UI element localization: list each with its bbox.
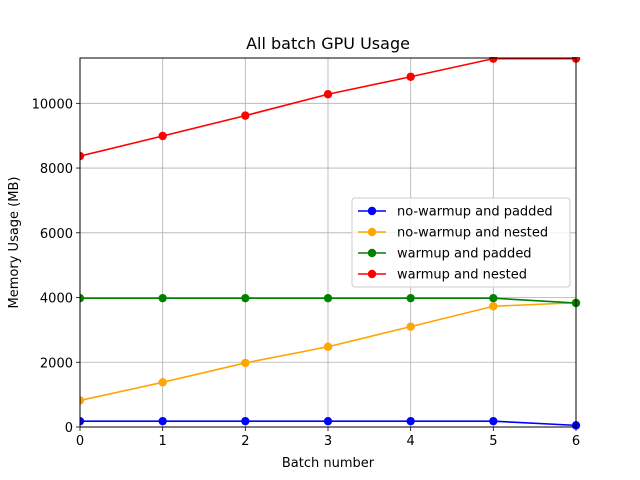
legend-label: no-warmup and padded: [397, 205, 553, 220]
data-point: [406, 72, 415, 81]
series-no-warmup-and-padded: [80, 416, 581, 430]
data-point: [406, 322, 415, 331]
data-point: [80, 396, 85, 405]
y-tick-label: 8000: [40, 162, 73, 177]
data-point: [323, 416, 333, 426]
data-point: [489, 57, 498, 63]
y-tick-label: 0: [65, 421, 73, 436]
data-point: [489, 416, 498, 426]
y-axis-label: Memory Usage (MB): [7, 177, 22, 309]
chart-title: All batch GPU Usage: [246, 34, 410, 53]
series-layer: [80, 57, 581, 430]
legend-label: warmup and nested: [397, 268, 527, 283]
data-point: [323, 342, 333, 351]
data-point: [158, 378, 167, 387]
data-point: [158, 293, 167, 303]
legend-box: [351, 197, 571, 288]
legend-label: warmup and padded: [397, 247, 532, 262]
data-point: [80, 151, 85, 161]
data-point: [489, 302, 498, 311]
data-point: [406, 416, 415, 426]
data-point: [406, 293, 415, 303]
x-tick-label: 6: [572, 434, 580, 449]
data-point: [80, 416, 85, 426]
legend-swatch-marker: [367, 227, 377, 237]
data-point: [241, 111, 250, 120]
x-axis-label: Batch number: [282, 456, 375, 471]
data-point: [158, 416, 167, 426]
x-tick-label: 1: [159, 434, 167, 449]
x-tick-label: 5: [489, 434, 497, 449]
data-point: [323, 90, 333, 99]
data-point: [80, 293, 85, 303]
legend-swatch-marker: [367, 269, 377, 279]
x-axis-ticks: 0 1 2 3 4 5 6: [76, 427, 580, 449]
y-tick-label: 4000: [40, 292, 73, 307]
x-tick-label: 2: [241, 434, 249, 449]
x-tick-label: 3: [324, 434, 332, 449]
data-point: [158, 131, 167, 141]
data-point: [241, 293, 250, 303]
y-tick-label: 6000: [40, 227, 73, 242]
y-tick-label: 2000: [40, 356, 73, 371]
x-tick-label: 4: [407, 434, 415, 449]
legend: no-warmup and padded no-warmup and nested…: [351, 197, 571, 288]
y-axis-ticks: 0 2000 4000 6000 8000 10000: [32, 97, 80, 436]
data-point: [323, 293, 333, 303]
data-point: [241, 416, 250, 426]
legend-swatch-marker: [367, 248, 377, 258]
data-point: [241, 358, 250, 368]
data-point: [489, 293, 498, 303]
x-tick-label: 0: [76, 434, 84, 449]
legend-swatch-marker: [367, 206, 377, 216]
y-tick-label: 10000: [32, 97, 73, 112]
legend-label: no-warmup and nested: [397, 226, 548, 241]
